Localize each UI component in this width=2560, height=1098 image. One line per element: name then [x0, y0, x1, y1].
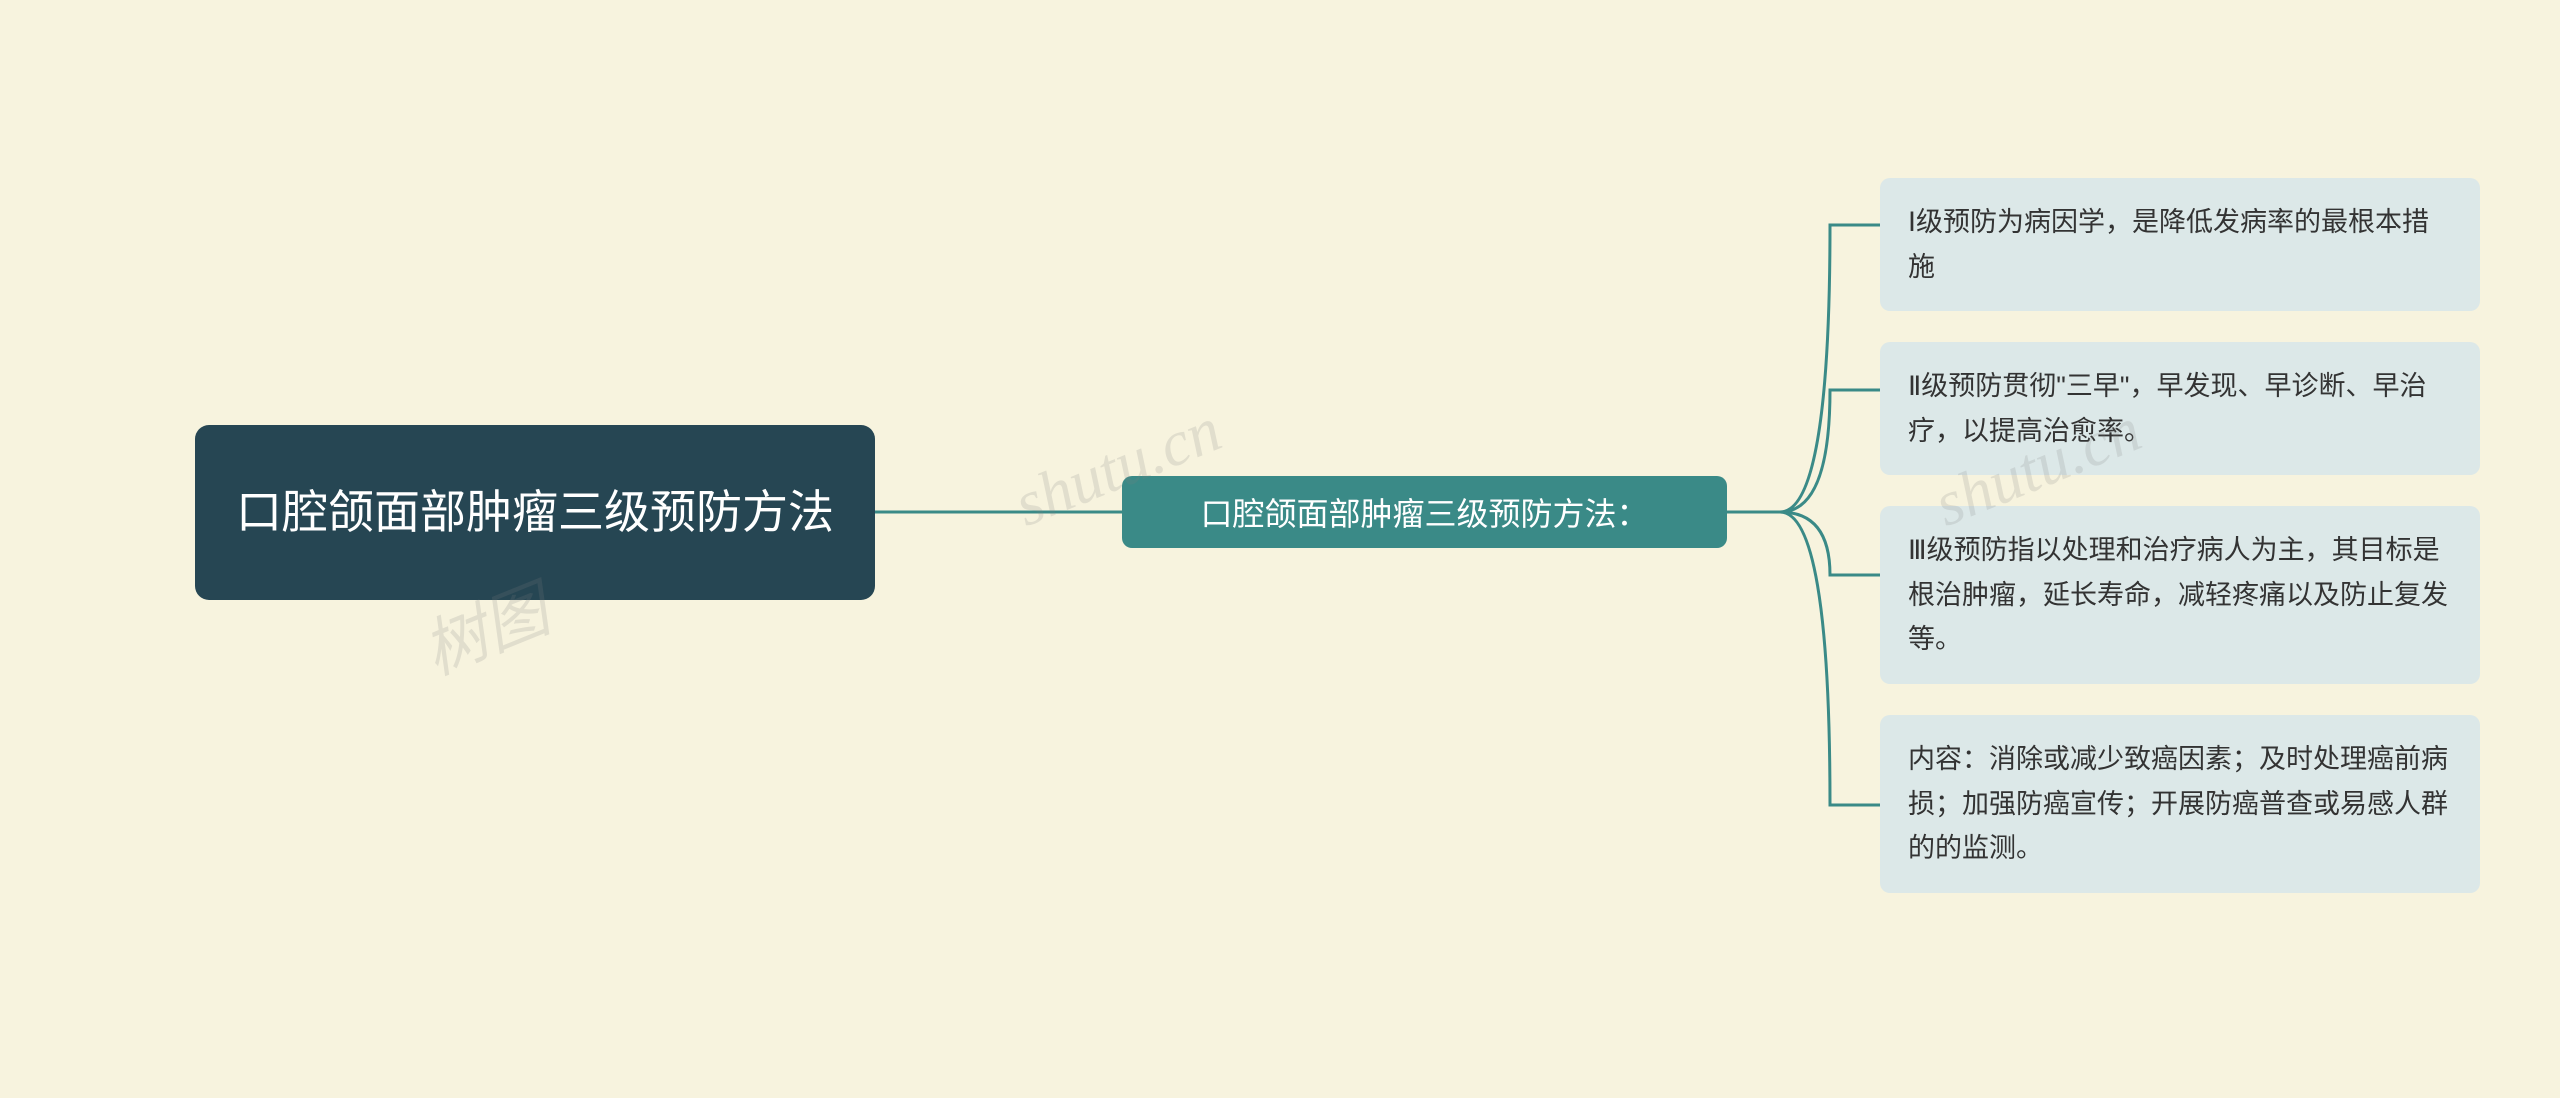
leaf-node-2: Ⅱ级预防贯彻"三早"，早发现、早诊断、早治疗，以提高治愈率。: [1880, 342, 2480, 475]
root-node-text: 口腔颌面部肿瘤三级预防方法: [236, 478, 834, 547]
leaf-node-4-text: 内容：消除或减少致癌因素；及时处理癌前病损；加强防癌宣传；开展防癌普查或易感人群…: [1908, 737, 2452, 871]
mindmap-container: 口腔颌面部肿瘤三级预防方法 口腔颌面部肿瘤三级预防方法： Ⅰ级预防为病因学，是降…: [0, 0, 2560, 1098]
leaf-node-4: 内容：消除或减少致癌因素；及时处理癌前病损；加强防癌宣传；开展防癌普查或易感人群…: [1880, 715, 2480, 893]
leaf-node-3: Ⅲ级预防指以处理和治疗病人为主，其目标是根治肿瘤，延长寿命，减轻疼痛以及防止复发…: [1880, 506, 2480, 684]
level1-node-text: 口腔颌面部肿瘤三级预防方法：: [1200, 489, 1648, 535]
leaf-node-1: Ⅰ级预防为病因学，是降低发病率的最根本措施: [1880, 178, 2480, 311]
leaf-node-1-text: Ⅰ级预防为病因学，是降低发病率的最根本措施: [1908, 200, 2452, 289]
level1-node: 口腔颌面部肿瘤三级预防方法：: [1122, 476, 1727, 548]
leaf-node-2-text: Ⅱ级预防贯彻"三早"，早发现、早诊断、早治疗，以提高治愈率。: [1908, 364, 2452, 453]
leaf-node-3-text: Ⅲ级预防指以处理和治疗病人为主，其目标是根治肿瘤，延长寿命，减轻疼痛以及防止复发…: [1908, 528, 2452, 662]
root-node: 口腔颌面部肿瘤三级预防方法: [195, 425, 875, 600]
